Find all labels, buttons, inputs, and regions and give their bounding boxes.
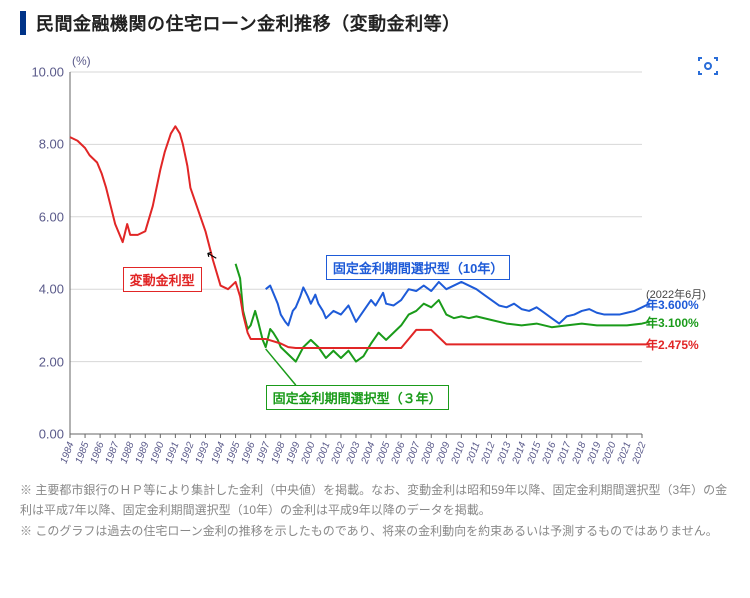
- y-tick-label: 4.00: [24, 282, 64, 297]
- series-label-fixed10y: 固定金利期間選択型（10年）: [326, 255, 510, 280]
- footnote-2: ※ このグラフは過去の住宅ローン金利の推移を示したものであり、将来の金利動向を約…: [20, 521, 730, 541]
- y-tick-label: 8.00: [24, 137, 64, 152]
- series-label-fixed3y: 固定金利期間選択型（３年）: [266, 385, 449, 410]
- y-tick-label: 2.00: [24, 354, 64, 369]
- y-tick-label: 6.00: [24, 209, 64, 224]
- chart-container: 0.002.004.006.008.0010.00(%)198419851986…: [20, 44, 720, 474]
- end-label-fixed10y: 年3.600%: [646, 296, 699, 313]
- end-label-variable: 年2.475%: [646, 336, 699, 353]
- y-axis-unit: (%): [72, 54, 91, 68]
- y-tick-label: 10.00: [24, 65, 64, 80]
- footnotes: ※ 主要都市銀行のＨＰ等により集計した金利（中央値）を掲載。なお、変動金利は昭和…: [20, 480, 730, 541]
- title-accent-bar: [20, 11, 26, 35]
- series-label-variable: 変動金利型: [123, 267, 202, 292]
- y-tick-label: 0.00: [24, 427, 64, 442]
- end-label-fixed3y: 年3.100%: [646, 314, 699, 331]
- page-title-row: 民間金融機関の住宅ローン金利推移（変動金利等）: [20, 10, 730, 36]
- footnote-1: ※ 主要都市銀行のＨＰ等により集計した金利（中央値）を掲載。なお、変動金利は昭和…: [20, 480, 730, 521]
- page-title: 民間金融機関の住宅ローン金利推移（変動金利等）: [36, 10, 461, 36]
